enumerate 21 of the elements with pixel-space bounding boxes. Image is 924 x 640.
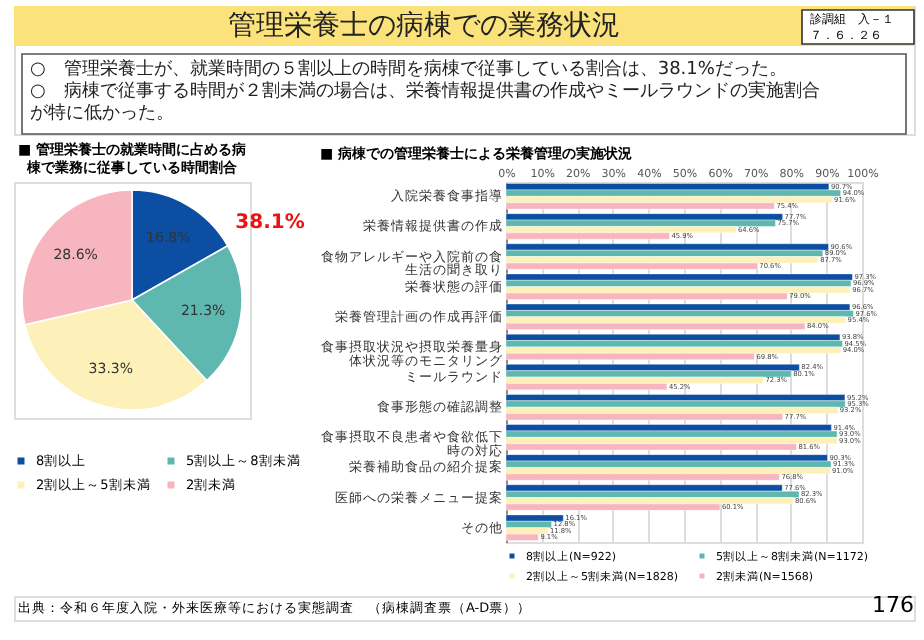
- bar: [505, 467, 831, 475]
- bar: [505, 189, 841, 197]
- bar: [505, 430, 838, 438]
- text: ○ 管理栄養士が、就業時間の５割以上の時間を病棟で従事している割合は、38.1%だった。: [30, 58, 787, 80]
- bar: [505, 286, 851, 294]
- text: ○ 病棟で従事する時間が２割未満の場合は、栄養情報提供書の作成やミールラウンドの実施割合が特に低かった。: [30, 80, 820, 124]
- bar: [505, 256, 819, 264]
- bar: [505, 196, 833, 203]
- bar: [505, 400, 846, 408]
- text: 管理栄養士の病棟での業務状況: [228, 10, 620, 42]
- bar: [505, 370, 792, 378]
- bar: [505, 437, 838, 444]
- text: 38.1%: [235, 212, 305, 234]
- text: 176: [872, 592, 914, 618]
- bar: [505, 219, 776, 227]
- bar: [505, 497, 794, 505]
- bar: [505, 460, 832, 468]
- bar: [505, 406, 838, 414]
- bar: [505, 316, 846, 324]
- bar: [505, 346, 841, 354]
- bar: [505, 527, 549, 535]
